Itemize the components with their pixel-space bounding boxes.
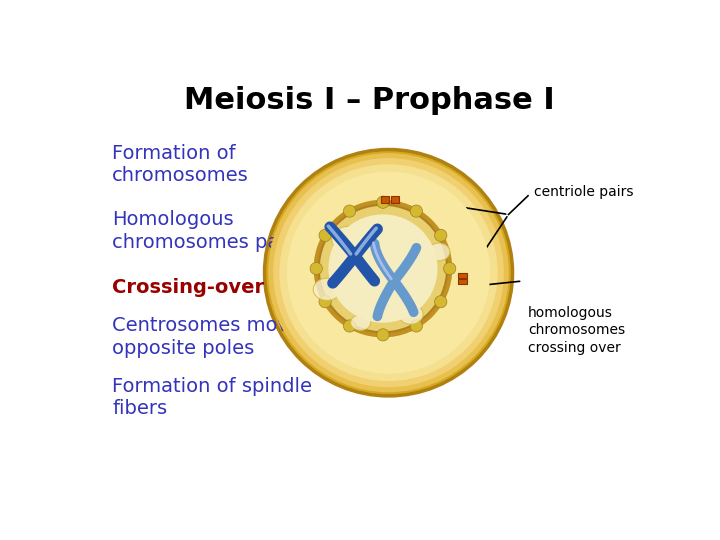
Ellipse shape xyxy=(410,205,423,217)
Ellipse shape xyxy=(343,205,356,217)
Ellipse shape xyxy=(435,230,447,241)
Ellipse shape xyxy=(273,158,504,387)
Ellipse shape xyxy=(319,295,331,308)
Bar xyxy=(382,196,389,202)
Ellipse shape xyxy=(377,329,389,341)
Ellipse shape xyxy=(351,315,371,330)
Ellipse shape xyxy=(269,153,509,392)
Bar xyxy=(392,196,399,202)
Bar xyxy=(458,273,467,278)
Text: Formation of spindle
fibers: Formation of spindle fibers xyxy=(112,376,312,419)
Text: Meiosis I – Prophase I: Meiosis I – Prophase I xyxy=(184,85,554,114)
Text: Formation of
chromosomes: Formation of chromosomes xyxy=(112,144,249,185)
Text: homologous
chromosomes
crossing over: homologous chromosomes crossing over xyxy=(528,306,625,355)
Ellipse shape xyxy=(319,205,447,332)
Ellipse shape xyxy=(314,200,452,338)
Ellipse shape xyxy=(444,262,456,275)
Ellipse shape xyxy=(428,243,450,261)
Ellipse shape xyxy=(332,226,367,253)
Ellipse shape xyxy=(399,305,423,324)
Ellipse shape xyxy=(264,150,513,396)
Ellipse shape xyxy=(319,230,331,241)
Text: Homologous
chromosomes pair up: Homologous chromosomes pair up xyxy=(112,210,324,252)
Ellipse shape xyxy=(377,196,389,208)
Ellipse shape xyxy=(343,320,356,332)
Text: Crossing-over: Crossing-over xyxy=(112,278,264,297)
Ellipse shape xyxy=(410,320,423,332)
Ellipse shape xyxy=(287,172,490,374)
Ellipse shape xyxy=(435,295,447,308)
Ellipse shape xyxy=(310,262,323,275)
Text: Centrosomes move to
opposite poles: Centrosomes move to opposite poles xyxy=(112,316,327,358)
Ellipse shape xyxy=(279,164,498,381)
Ellipse shape xyxy=(313,278,341,300)
Ellipse shape xyxy=(328,214,438,323)
Text: centriole pairs: centriole pairs xyxy=(534,185,633,199)
Bar xyxy=(458,279,467,284)
